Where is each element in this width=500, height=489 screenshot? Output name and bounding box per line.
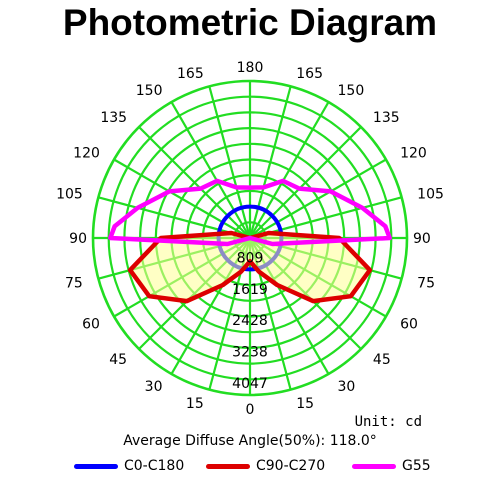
angle-label: 135	[373, 110, 400, 126]
legend-swatch	[352, 463, 396, 469]
grid-ring	[154, 142, 346, 334]
angle-label: 45	[109, 352, 127, 368]
legend-swatch	[206, 463, 250, 469]
legend: C0-C180 C90-C270 G55	[0, 458, 500, 482]
chart-title: Photometric Diagram	[62, 2, 438, 43]
angle-label: 105	[56, 187, 83, 203]
radial-tick-label: 809	[237, 250, 264, 266]
angle-label: 15	[186, 396, 204, 412]
radial-tick-label: 2428	[232, 313, 268, 329]
angle-label: 105	[417, 187, 444, 203]
average-diffuse-angle-label: Average Diffuse Angle(50%): 118.0°	[123, 433, 377, 449]
angle-label: 120	[73, 146, 100, 162]
series-curve-g55	[108, 178, 392, 247]
angle-label: 75	[417, 275, 435, 291]
angle-label: 30	[338, 379, 356, 395]
angle-label: 0	[246, 402, 255, 418]
angle-label: 120	[400, 146, 427, 162]
radial-tick-label: 4047	[232, 376, 268, 392]
angle-label: 15	[296, 396, 314, 412]
legend-label: G55	[402, 458, 431, 474]
angle-label: 30	[145, 379, 163, 395]
angle-label: 180	[237, 60, 264, 76]
angle-label: 90	[69, 231, 87, 247]
angle-label: 60	[400, 317, 418, 333]
angle-label: 150	[338, 83, 365, 99]
legend-item-g55: G55	[352, 458, 431, 474]
grid-ring	[91, 79, 409, 397]
angle-label: 165	[177, 66, 204, 82]
angle-label: 75	[65, 275, 83, 291]
unit-label: Unit: cd	[354, 414, 422, 430]
radial-tick-label: 1619	[232, 282, 268, 298]
angle-label: 45	[373, 352, 391, 368]
angle-label: 60	[82, 317, 100, 333]
legend-item-c0-c180: C0-C180	[74, 458, 184, 474]
legend-label: C0-C180	[124, 458, 185, 474]
legend-swatch	[74, 463, 118, 469]
radial-tick-label: 3238	[232, 345, 268, 361]
legend-item-c90-c270: C90-C270	[206, 458, 325, 474]
legend-label: C90-C270	[256, 458, 326, 474]
angle-label: 165	[296, 66, 323, 82]
angle-label: 135	[100, 110, 127, 126]
angle-label: 90	[413, 231, 431, 247]
angle-label: 150	[136, 83, 163, 99]
